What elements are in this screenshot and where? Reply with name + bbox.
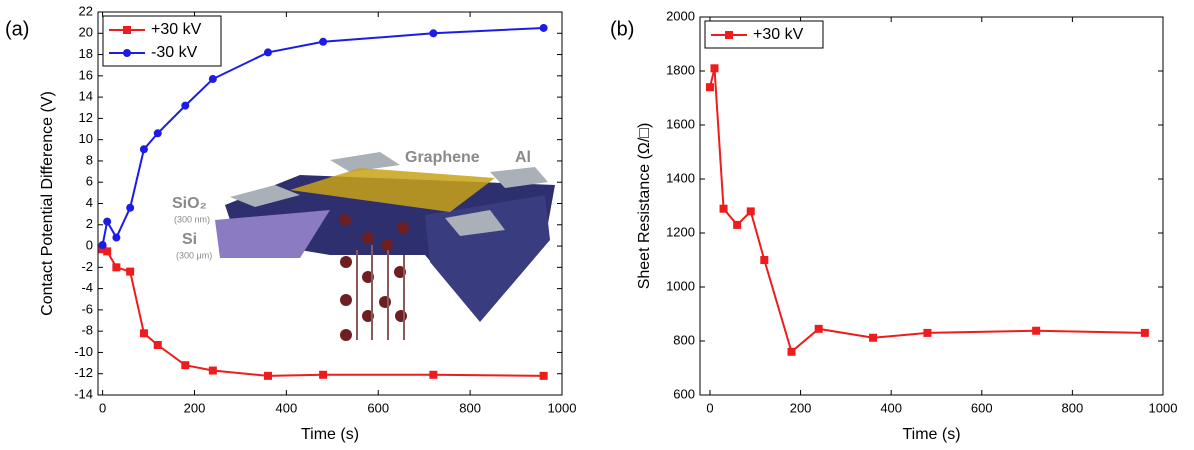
point (788, 348, 796, 356)
y-tick-label: 22 (79, 3, 93, 18)
legend-marker (725, 31, 733, 39)
point (112, 263, 120, 271)
x-tick-label: 600 (367, 400, 389, 415)
annotation: Graphene (405, 149, 480, 166)
point (540, 372, 548, 380)
point (869, 334, 877, 342)
figure: Graphene Al SiO₂ (300 nm) Si (300 µm) 0 2… (0, 0, 1194, 450)
point (733, 221, 741, 229)
arrows (357, 245, 404, 340)
y-axis-label: Contact Potential Difference (V) (39, 91, 56, 316)
y-tick-label: 4 (86, 195, 93, 210)
x-axis-label: Time (s) (902, 426, 960, 443)
x-tick-label: 0 (706, 400, 713, 415)
y-tick-label: -10 (74, 344, 93, 359)
y-tick-label: -14 (74, 386, 93, 401)
point (429, 371, 437, 379)
panel-label: (a) (5, 18, 29, 40)
series-line (710, 68, 1145, 352)
point (181, 102, 189, 110)
point (264, 372, 272, 380)
y-tick-label: 6 (86, 174, 93, 189)
x-tick-label: 800 (1062, 400, 1084, 415)
x-tick-label: 600 (971, 400, 993, 415)
x-tick-label: 200 (790, 400, 812, 415)
x-tick-label: 800 (459, 400, 481, 415)
y-tick-label: 1400 (666, 170, 695, 185)
y-tick-label: 2000 (666, 8, 695, 23)
y-tick-label: 1000 (666, 278, 695, 293)
point (923, 329, 931, 337)
legend-marker (123, 26, 131, 34)
y-tick-label: 2 (86, 216, 93, 231)
point (264, 48, 272, 56)
y-tick-label: 12 (79, 110, 93, 125)
x-tick-label: 1000 (548, 400, 577, 415)
y-tick-label: 1600 (666, 116, 695, 131)
y-tick-label: -2 (81, 259, 93, 274)
point (103, 218, 111, 226)
point (747, 207, 755, 215)
y-tick-label: 8 (86, 152, 93, 167)
annotation: (300 nm) (174, 214, 210, 224)
y-tick-label: 14 (79, 89, 93, 104)
x-tick-label: 1000 (1149, 400, 1178, 415)
plot-frame (700, 17, 1163, 395)
point (429, 29, 437, 37)
point (710, 64, 718, 72)
x-tick-label: 0 (99, 400, 106, 415)
legend-label: +30 kV (151, 21, 202, 38)
y-axis-label: Sheet Resistance (Ω/□) (636, 123, 653, 290)
point (706, 83, 714, 91)
y-tick-label: 18 (79, 46, 93, 61)
annotation: Al (515, 149, 531, 166)
point (720, 205, 728, 213)
point (209, 75, 217, 83)
y-tick-label: 0 (86, 237, 93, 252)
legend-label: -30 kV (151, 44, 198, 61)
y-tick-label: 10 (79, 131, 93, 146)
y-tick-label: 1200 (666, 224, 695, 239)
y-tick-label: -6 (81, 301, 93, 316)
point (540, 24, 548, 32)
panel-label: (b) (610, 18, 634, 40)
point (760, 256, 768, 264)
annotation: (300 µm) (176, 250, 212, 260)
y-tick-label: 16 (79, 67, 93, 82)
x-tick-label: 200 (184, 400, 206, 415)
point (1032, 327, 1040, 335)
point (140, 145, 148, 153)
point (319, 38, 327, 46)
point (154, 341, 162, 349)
point (126, 268, 134, 276)
point (99, 241, 107, 249)
annotation: SiO₂ (172, 195, 207, 212)
point (126, 204, 134, 212)
y-tick-label: -8 (81, 323, 93, 338)
point (154, 129, 162, 137)
point (103, 247, 111, 255)
point (815, 325, 823, 333)
point (209, 367, 217, 375)
point (181, 361, 189, 369)
inset-illustration: Graphene Al SiO₂ (300 nm) Si (300 µm) (172, 149, 555, 341)
annotation: Si (182, 231, 197, 248)
legend-marker (123, 49, 131, 57)
panel: 0 200 400 600 800 1000 600 800 1000 1200 1400 1600 1… (610, 8, 1177, 443)
point (1141, 329, 1149, 337)
x-tick-label: 400 (880, 400, 902, 415)
x-tick-label: 400 (276, 400, 298, 415)
point (319, 371, 327, 379)
point (112, 234, 120, 242)
y-tick-label: -12 (74, 365, 93, 380)
y-tick-label: 1800 (666, 62, 695, 77)
point (140, 329, 148, 337)
y-tick-label: -4 (81, 280, 93, 295)
y-tick-label: 800 (673, 332, 695, 347)
y-tick-label: 600 (673, 386, 695, 401)
x-axis-label: Time (s) (301, 426, 359, 443)
y-tick-label: 20 (79, 25, 93, 40)
legend-label: +30 kV (753, 26, 804, 43)
